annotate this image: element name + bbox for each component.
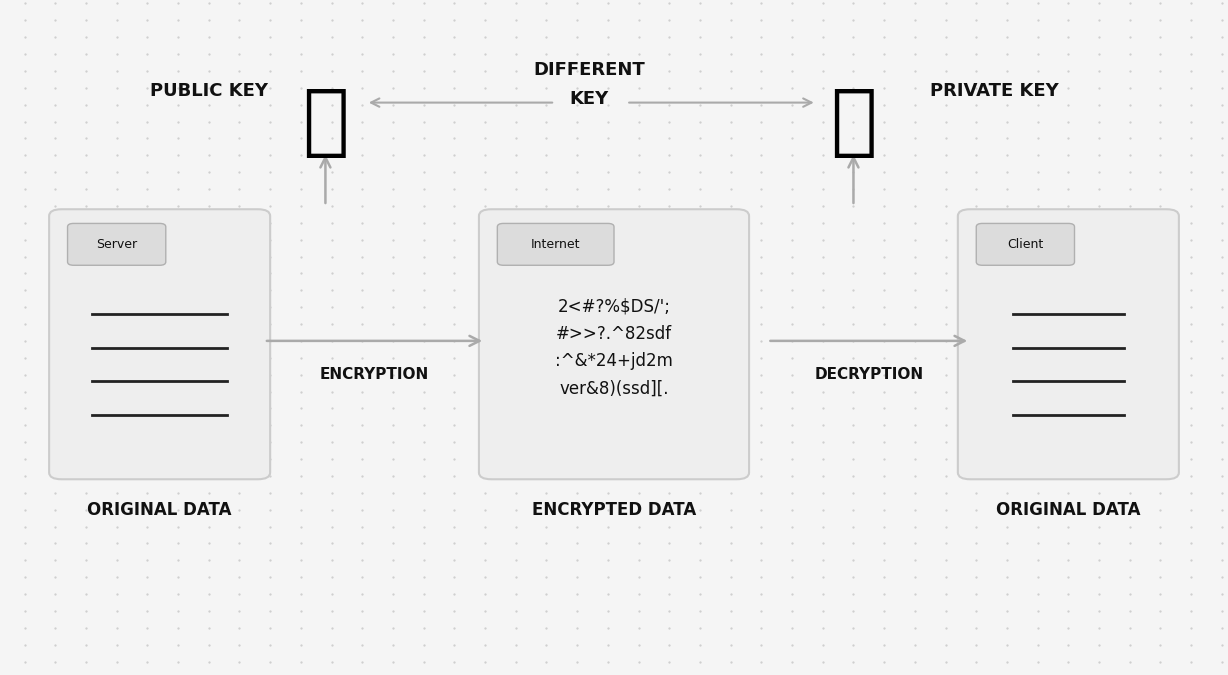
Text: ENCRYPTION: ENCRYPTION [321, 367, 429, 382]
FancyBboxPatch shape [68, 223, 166, 265]
FancyBboxPatch shape [479, 209, 749, 479]
Text: ENCRYPTED DATA: ENCRYPTED DATA [532, 501, 696, 518]
Text: PRIVATE KEY: PRIVATE KEY [931, 82, 1059, 100]
Text: ORIGINAL DATA: ORIGINAL DATA [996, 501, 1141, 518]
Text: Server: Server [96, 238, 138, 251]
Text: PUBLIC KEY: PUBLIC KEY [150, 82, 268, 100]
FancyBboxPatch shape [49, 209, 270, 479]
Text: DIFFERENT: DIFFERENT [533, 61, 646, 78]
Text: 🔑: 🔑 [830, 84, 877, 159]
Text: Internet: Internet [530, 238, 581, 251]
Text: Client: Client [1007, 238, 1044, 251]
FancyBboxPatch shape [958, 209, 1179, 479]
Text: ORIGINAL DATA: ORIGINAL DATA [87, 501, 232, 518]
FancyBboxPatch shape [976, 223, 1074, 265]
Text: KEY: KEY [570, 90, 609, 108]
Text: DECRYPTION: DECRYPTION [814, 367, 923, 382]
FancyBboxPatch shape [497, 223, 614, 265]
Text: 2<#?%$DS/';
#>>?.^82sdf
:^&*24+jd2m
ver&8)(ssd][.: 2<#?%$DS/'; #>>?.^82sdf :^&*24+jd2m ver&… [555, 298, 673, 398]
Text: 🔑: 🔑 [302, 84, 349, 159]
